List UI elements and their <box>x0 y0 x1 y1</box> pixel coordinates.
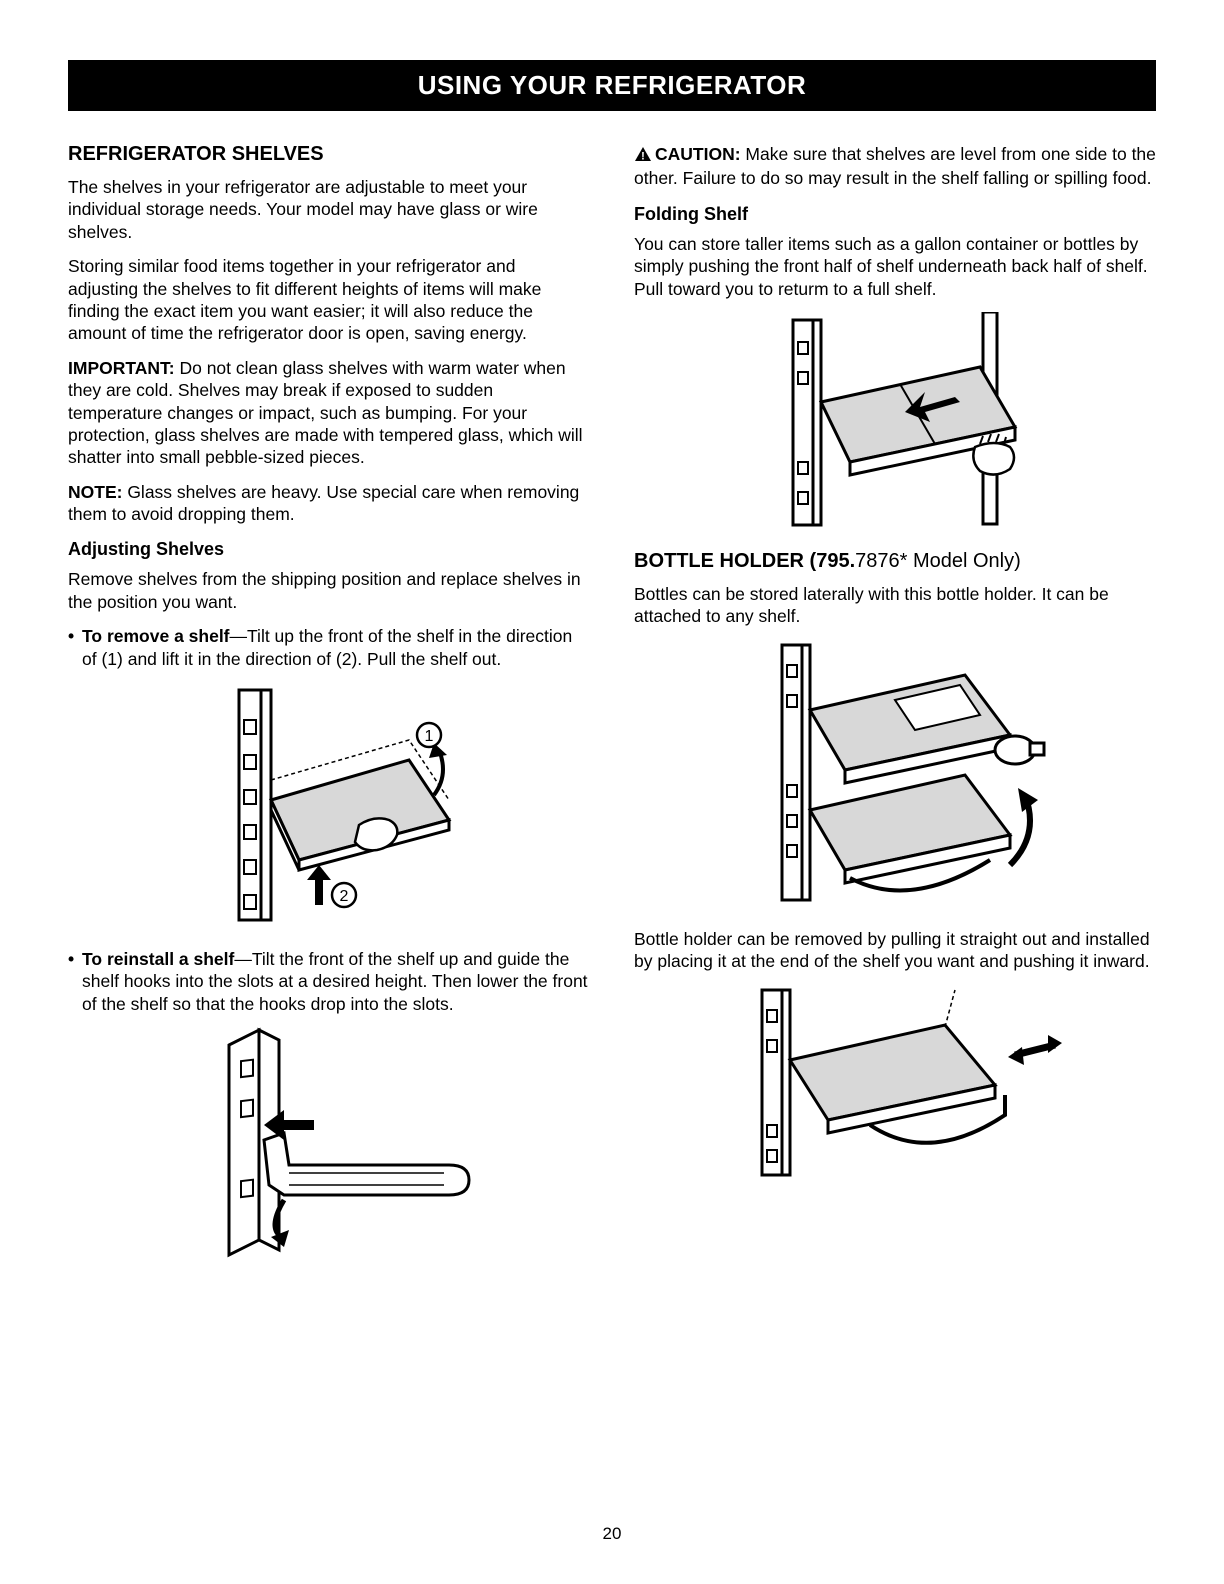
note-paragraph: NOTE: Glass shelves are heavy. Use speci… <box>68 481 590 526</box>
left-column: REFRIGERATOR SHELVES The shelves in your… <box>68 143 590 1293</box>
remove-shelf-label: To remove a shelf <box>82 626 230 646</box>
bottle-holder-intro: Bottles can be stored laterally with thi… <box>634 583 1156 628</box>
reinstall-shelf-figure <box>68 1025 590 1275</box>
remove-shelf-item: To remove a shelf—Tilt up the front of t… <box>68 625 590 670</box>
page-header-bar: USING YOUR REFRIGERATOR <box>68 60 1156 111</box>
caution-label: CAUTION: <box>655 144 741 164</box>
bottle-holder-model-b: 7876* Model Only) <box>855 550 1021 572</box>
bottle-holder-figure-2 <box>634 985 1156 1185</box>
folding-shelf-text: You can store taller items such as a gal… <box>634 233 1156 300</box>
important-label: IMPORTANT: <box>68 358 175 378</box>
page-number: 20 <box>603 1524 622 1544</box>
remove-shelf-diagram: 1 2 <box>179 680 479 930</box>
bottle-holder-diagram-2 <box>720 985 1070 1185</box>
remove-shelf-figure: 1 2 <box>68 680 590 930</box>
svg-text:!: ! <box>641 151 645 163</box>
bottle-holder-figure-1 <box>634 640 1156 910</box>
bottle-holder-diagram-1 <box>730 640 1060 910</box>
reinstall-shelf-diagram <box>169 1025 489 1275</box>
note-text: Glass shelves are heavy. Use special car… <box>68 482 579 524</box>
shelves-heading: REFRIGERATOR SHELVES <box>68 143 590 166</box>
folding-shelf-diagram <box>745 312 1045 532</box>
bottle-holder-heading: BOTTLE HOLDER (795.7876* Model Only) <box>634 550 1156 573</box>
reinstall-shelf-label: To reinstall a shelf <box>82 949 234 969</box>
content-columns: REFRIGERATOR SHELVES The shelves in your… <box>68 143 1156 1293</box>
note-label: NOTE: <box>68 482 122 502</box>
svg-text:1: 1 <box>425 728 434 745</box>
caution-paragraph: ! CAUTION: Make sure that shelves are le… <box>634 143 1156 190</box>
bottle-holder-title: BOTTLE HOLDER <box>634 550 810 572</box>
warning-icon: ! <box>634 145 652 167</box>
right-column: ! CAUTION: Make sure that shelves are le… <box>634 143 1156 1293</box>
svg-text:2: 2 <box>340 888 349 905</box>
adjusting-intro: Remove shelves from the shipping positio… <box>68 568 590 613</box>
folding-shelf-heading: Folding Shelf <box>634 204 1156 225</box>
shelves-intro-2: Storing similar food items together in y… <box>68 255 590 345</box>
adjusting-shelves-heading: Adjusting Shelves <box>68 539 590 560</box>
reinstall-shelf-item: To reinstall a shelf—Tilt the front of t… <box>68 948 590 1015</box>
bottle-holder-model-a: (795. <box>810 550 856 572</box>
shelves-intro-1: The shelves in your refrigerator are adj… <box>68 176 590 243</box>
important-paragraph: IMPORTANT: Do not clean glass shelves wi… <box>68 357 590 469</box>
folding-shelf-figure <box>634 312 1156 532</box>
bottle-holder-remove-text: Bottle holder can be removed by pulling … <box>634 928 1156 973</box>
